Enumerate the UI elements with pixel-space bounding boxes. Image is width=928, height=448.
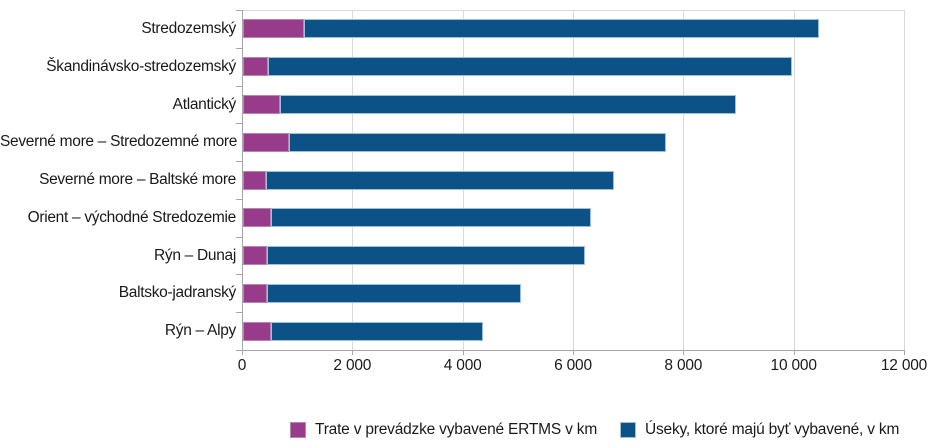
bar-row	[243, 170, 905, 190]
bar-row	[243, 19, 905, 39]
x-tick-mark	[793, 351, 795, 355]
x-tick-label: 4 000	[443, 357, 482, 374]
bar-segment-to-be-equipped	[303, 19, 820, 39]
category-label: Orient – východné Stredozemie	[27, 208, 237, 226]
bar-segment-to-be-equipped	[266, 246, 586, 266]
bar-segment-to-be-equipped	[265, 170, 615, 190]
x-tick-mark	[683, 351, 685, 355]
bar-segment-ertms-equipped	[243, 19, 304, 39]
y-tick-mark	[236, 48, 242, 49]
bar-row	[243, 246, 905, 266]
bar-segment-ertms-equipped	[243, 283, 268, 303]
bar-row	[243, 57, 905, 77]
y-tick-mark	[236, 10, 242, 11]
bar-row	[243, 132, 905, 152]
x-tick-label: 12 000	[880, 357, 928, 374]
bar-row	[243, 283, 905, 303]
y-tick-mark	[236, 199, 242, 200]
y-axis	[242, 10, 243, 350]
bar-row	[243, 208, 905, 228]
bar-segment-ertms-equipped	[243, 208, 271, 228]
gridline	[904, 10, 905, 350]
legend-item: Trate v prevádzke vybavené ERTMS v km	[290, 421, 597, 439]
legend-swatch-ertms-equipped	[290, 422, 306, 438]
category-label: Severné more – Stredozemné more	[0, 133, 238, 151]
y-tick-mark	[236, 86, 242, 87]
y-tick-mark	[236, 123, 242, 124]
bar-segment-ertms-equipped	[243, 132, 289, 152]
x-tick-label: 0	[237, 357, 247, 374]
gridline	[793, 10, 795, 350]
category-label: Rýn – Alpy	[164, 322, 236, 340]
legend-label: Úseky, ktoré majú byť vybavené, v km	[645, 421, 900, 438]
bar-segment-to-be-equipped	[267, 57, 792, 77]
x-tick-mark	[352, 351, 354, 355]
x-tick-mark	[573, 351, 574, 355]
bar-segment-to-be-equipped	[270, 208, 591, 228]
bar-segment-to-be-equipped	[279, 94, 737, 114]
plot-top-border	[242, 10, 905, 11]
legend-item: Úseky, ktoré majú byť vybavené, v km	[620, 421, 899, 439]
x-tick-mark	[242, 351, 243, 355]
category-label: Rýn – Dunaj	[154, 246, 236, 264]
x-axis	[242, 350, 905, 351]
x-tick-label: 6 000	[554, 357, 592, 374]
y-tick-mark	[236, 161, 242, 162]
category-label: Škandinávsko-stredozemský	[46, 57, 236, 75]
bar-row	[243, 321, 905, 341]
bar-segment-to-be-equipped	[267, 283, 522, 303]
legend-label: Trate v prevádzke vybavené ERTMS v km	[315, 421, 598, 438]
y-tick-mark	[236, 237, 242, 238]
bar-segment-ertms-equipped	[243, 57, 268, 77]
x-tick-label: 2 000	[333, 357, 372, 374]
x-tick-label: 10 000	[770, 357, 817, 374]
bar-segment-ertms-equipped	[243, 246, 267, 266]
bar-segment-ertms-equipped	[243, 94, 280, 114]
category-label: Atlantický	[172, 95, 237, 113]
category-label: Baltsko-jadranský	[118, 284, 237, 302]
category-label: Stredozemský	[141, 20, 236, 37]
y-tick-mark	[236, 312, 242, 313]
category-label: Severné more – Baltské more	[39, 171, 236, 189]
bar-segment-to-be-equipped	[288, 132, 667, 152]
y-tick-mark	[236, 274, 242, 275]
bar-segment-to-be-equipped	[271, 321, 483, 341]
x-tick-label: 8 000	[664, 357, 703, 374]
y-tick-mark	[236, 350, 242, 351]
gridline	[683, 10, 685, 350]
legend-swatch-to-be-equipped	[620, 422, 636, 438]
bar-segment-ertms-equipped	[243, 170, 266, 190]
x-tick-mark	[462, 351, 464, 355]
x-tick-mark	[904, 351, 905, 355]
bar-segment-ertms-equipped	[243, 321, 272, 341]
bar-row	[243, 94, 905, 114]
